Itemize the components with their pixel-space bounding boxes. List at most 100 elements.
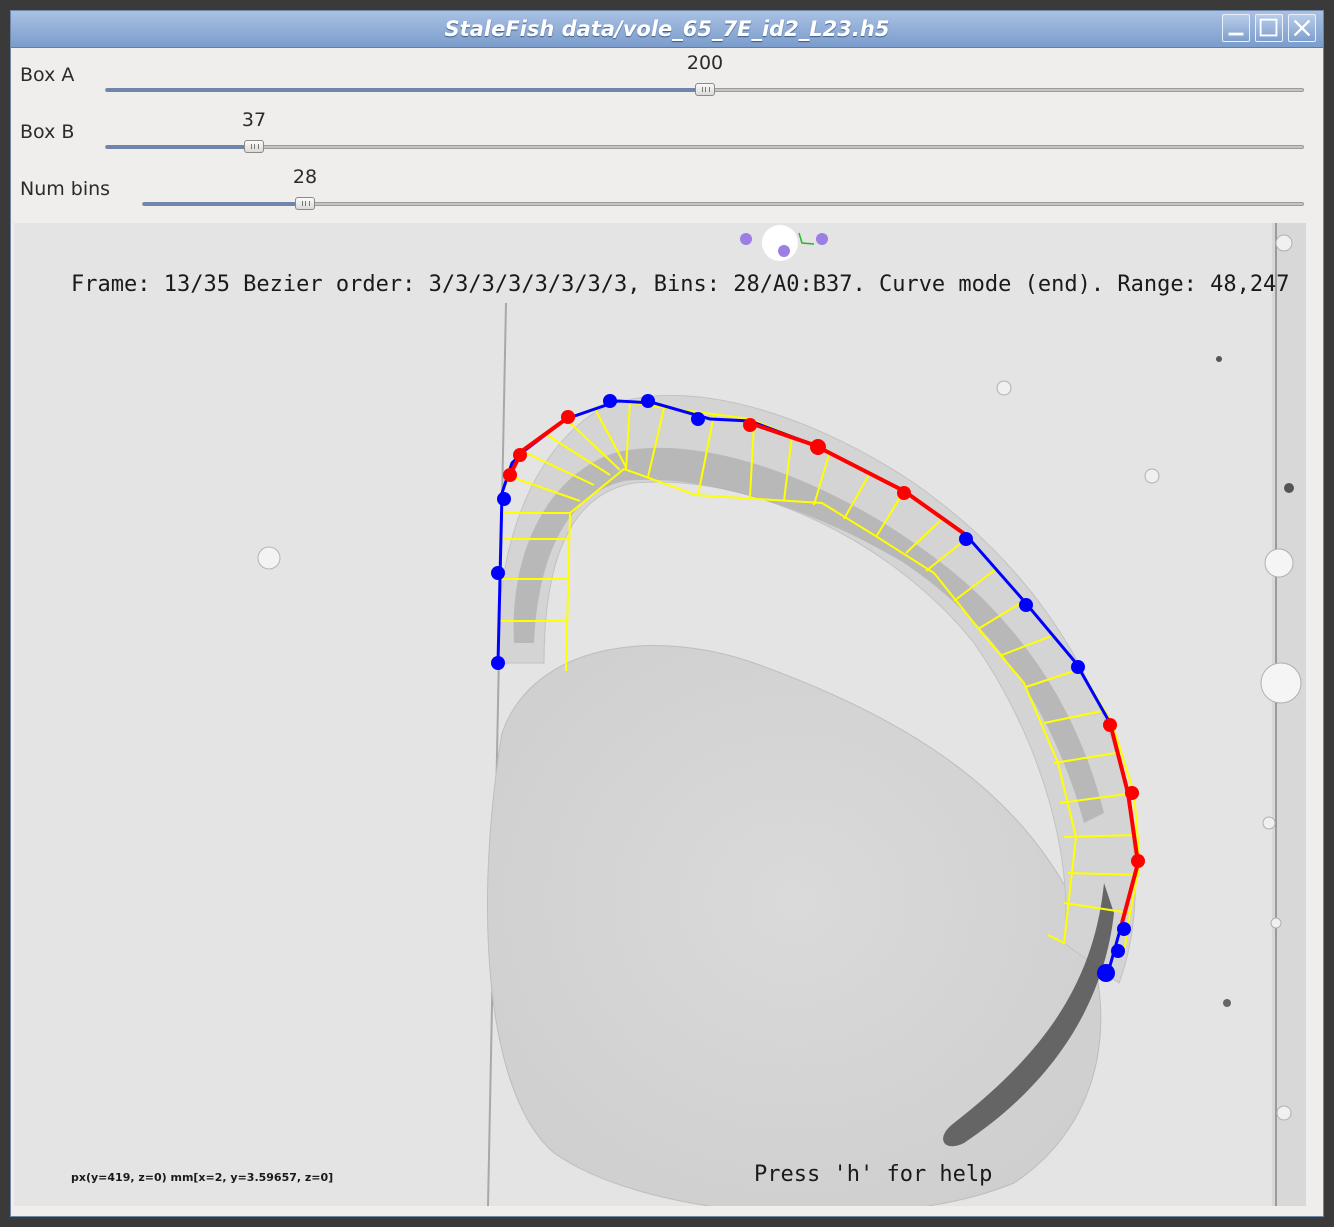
bin-divider <box>1053 752 1117 764</box>
num-bins-slider-row: Num bins 28 <box>11 162 1323 219</box>
blue-point[interactable] <box>641 394 655 408</box>
blue-control-points <box>491 394 1131 982</box>
coordinates-text: px(y=419, z=0) mm[x=2, y=3.59657, z=0] <box>71 1171 333 1184</box>
cortex-band <box>498 394 1136 984</box>
maximize-button[interactable] <box>1255 14 1283 42</box>
bin-divider <box>813 450 831 506</box>
debris <box>1223 999 1231 1007</box>
marker-point <box>740 233 752 245</box>
red-point[interactable] <box>1125 786 1139 800</box>
dark-stain-tail <box>943 883 1114 1147</box>
bin-divider <box>749 422 755 498</box>
coverslip-edge <box>487 302 507 1206</box>
bin-divider <box>843 472 871 520</box>
bubble <box>1264 548 1294 578</box>
bin-divider <box>625 402 631 470</box>
num-bins-label: Num bins <box>20 178 111 200</box>
blue-point[interactable] <box>1071 660 1085 674</box>
num-bins-value: 28 <box>292 166 318 188</box>
blue-point[interactable] <box>1097 964 1115 982</box>
title-bar[interactable]: StaleFish data/vole_65_7E_id2_L23.h5 <box>11 11 1323 48</box>
box-b-slider-row: Box B 37 <box>11 105 1323 162</box>
num-bins-slider[interactable] <box>142 197 1304 210</box>
tissue-section <box>487 645 1102 1206</box>
bin-divider <box>593 406 627 468</box>
box-b-slider[interactable] <box>105 140 1304 153</box>
close-button[interactable] <box>1288 14 1316 42</box>
box-a-slider-fill <box>106 88 705 92</box>
blue-point[interactable] <box>1111 944 1125 958</box>
bubble <box>1144 468 1160 484</box>
red-point[interactable] <box>1131 854 1145 868</box>
box-a-value: 200 <box>686 52 724 74</box>
marker-blob <box>762 225 798 261</box>
bubble <box>1270 917 1282 929</box>
bubble <box>1260 662 1302 704</box>
bin-divider <box>905 518 943 554</box>
bin-divider <box>783 434 793 502</box>
red-point[interactable] <box>810 439 826 455</box>
maximize-icon <box>1259 18 1278 37</box>
debris <box>1284 483 1294 493</box>
red-point[interactable] <box>743 418 757 432</box>
bin-divider <box>1067 872 1141 876</box>
bin-divider <box>953 568 997 602</box>
red-point[interactable] <box>1103 718 1117 732</box>
bin-divider <box>925 538 967 572</box>
num-bins-slider-thumb[interactable] <box>295 197 316 210</box>
bin-divider <box>1001 634 1055 656</box>
minimize-icon <box>1228 32 1244 36</box>
bubble <box>1262 816 1276 830</box>
image-canvas[interactable]: Frame: 13/35 Bezier order: 3/3/3/3/3/3/3… <box>14 223 1306 1206</box>
bin-divider <box>521 450 595 486</box>
stained-layer <box>513 447 1104 823</box>
bin-divider <box>1063 902 1131 914</box>
bubble <box>1276 1105 1292 1121</box>
slide-edge <box>1272 223 1306 1206</box>
close-icon <box>1293 19 1311 37</box>
app-window: StaleFish data/vole_65_7E_id2_L23.h5 Box… <box>10 10 1324 1217</box>
box-a-slider-row: Box A 200 <box>11 48 1323 105</box>
red-point[interactable] <box>513 448 527 462</box>
blue-point[interactable] <box>691 412 705 426</box>
bubble <box>1275 234 1293 252</box>
bin-divider <box>1063 834 1139 838</box>
box-a-slider[interactable] <box>105 83 1304 96</box>
help-text: Press 'h' for help <box>754 1162 992 1187</box>
blue-point[interactable] <box>491 656 505 670</box>
blue-point[interactable] <box>1019 598 1033 612</box>
bubble <box>996 380 1012 396</box>
bubble <box>257 546 281 570</box>
bin-divider <box>1025 668 1081 688</box>
box-b-slider-thumb[interactable] <box>244 140 265 153</box>
red-point[interactable] <box>561 410 575 424</box>
box-a-slider-thumb[interactable] <box>694 83 715 96</box>
marker-point <box>816 233 828 245</box>
minimize-button[interactable] <box>1222 14 1250 42</box>
red-segment <box>749 421 968 537</box>
box-a-label: Box A <box>20 64 75 86</box>
blue-point[interactable] <box>959 532 973 546</box>
debris <box>1216 356 1222 362</box>
blue-point[interactable] <box>491 566 505 580</box>
status-text: Frame: 13/35 Bezier order: 3/3/3/3/3/3/3… <box>71 272 1290 297</box>
marker-line <box>798 232 815 245</box>
bin-divider <box>875 490 905 538</box>
box-b-label: Box B <box>20 121 75 143</box>
red-point[interactable] <box>503 468 517 482</box>
window-title: StaleFish data/vole_65_7E_id2_L23.h5 <box>444 17 890 41</box>
bin-divider <box>1059 792 1135 804</box>
bin-divider <box>505 474 581 502</box>
blue-point[interactable] <box>1117 922 1131 936</box>
red-control-points <box>503 410 1145 868</box>
bin-divider <box>1043 710 1103 724</box>
bin-divider <box>647 407 665 478</box>
microscopy-image: Frame: 13/35 Bezier order: 3/3/3/3/3/3/3… <box>14 223 1306 1206</box>
red-point[interactable] <box>897 486 911 500</box>
num-bins-slider-fill <box>143 202 306 206</box>
bin-divider <box>977 600 1025 630</box>
bin-divider <box>543 432 611 476</box>
blue-point[interactable] <box>603 394 617 408</box>
blue-point[interactable] <box>497 492 511 506</box>
box-b-slider-fill <box>106 145 255 149</box>
